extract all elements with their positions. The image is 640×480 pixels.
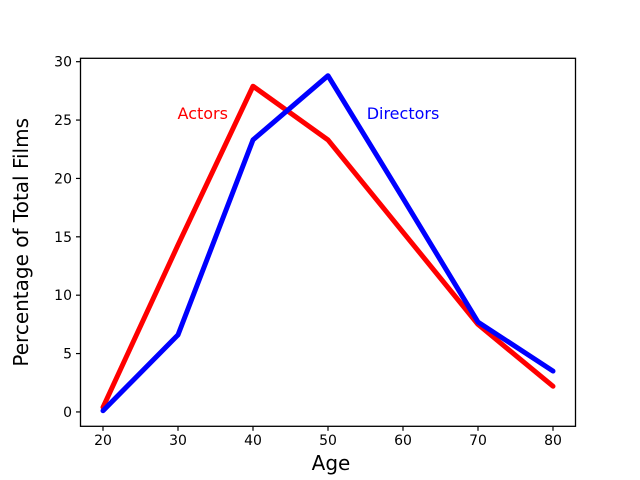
x-tick-label-20: 20 [94,433,112,449]
x-tick-label-50: 50 [319,433,337,449]
y-tick-label-10: 10 [54,288,72,304]
x-tick-label-60: 60 [394,433,412,449]
x-tick-label-40: 40 [244,433,262,449]
annotation-directors: Directors [367,104,440,123]
y-tick-label-25: 25 [54,113,72,129]
y-tick-label-30: 30 [54,55,72,71]
x-tick-label-70: 70 [469,433,487,449]
y-tick-label-0: 0 [63,405,72,421]
x-tick-label-30: 30 [169,433,187,449]
y-axis-label: Percentage of Total Films [9,118,33,367]
x-tick-label-80: 80 [544,433,562,449]
y-tick-label-15: 15 [54,230,72,246]
annotation-actors: Actors [178,104,228,123]
x-axis-label: Age [312,451,351,475]
series-line-directors [100,73,556,414]
plot-area [79,57,577,427]
y-tick-label-5: 5 [63,347,72,363]
series-line-actors [100,83,556,410]
y-tick-label-20: 20 [54,171,72,187]
